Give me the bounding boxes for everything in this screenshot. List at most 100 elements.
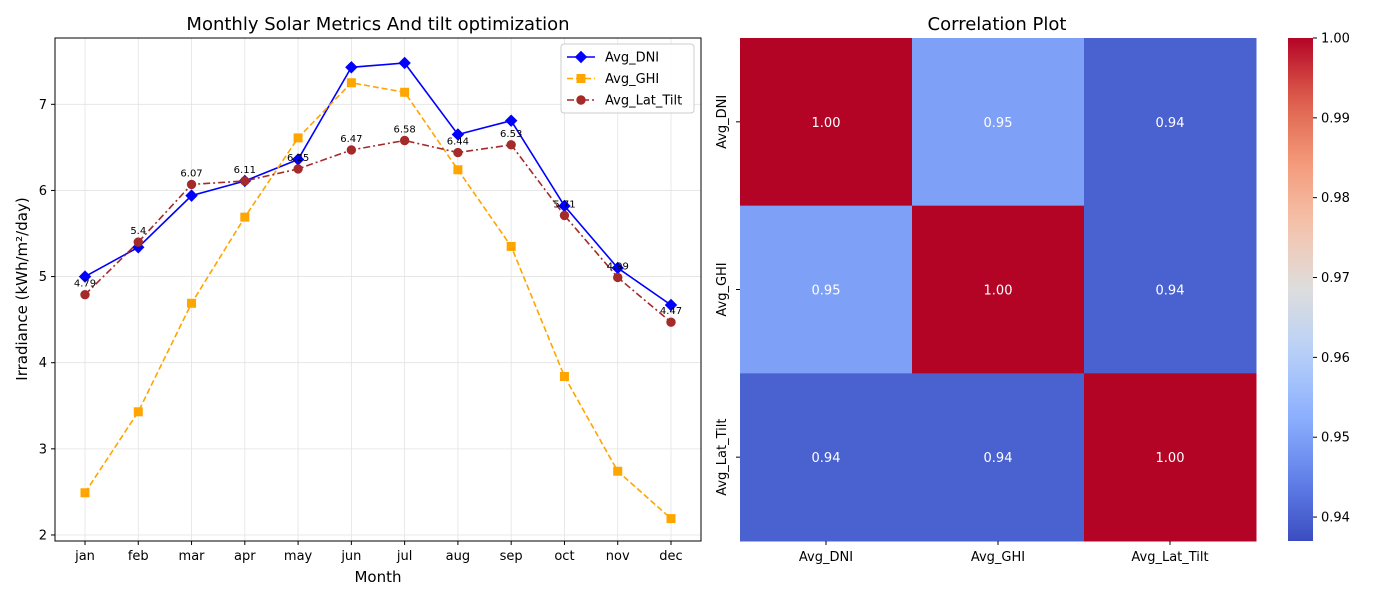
data-point bbox=[78, 270, 92, 283]
line-chart-point-labels: 4.79 5.4 6.07 6.11 6.25 6.47 6.58 6.44 6.53 5.71 4… bbox=[74, 124, 682, 317]
heatmap-cell bbox=[912, 373, 1085, 542]
plot-frame bbox=[54, 37, 702, 542]
data-point bbox=[453, 165, 463, 175]
data-point bbox=[506, 140, 516, 150]
colorbar-tick-label: 0.99 bbox=[1321, 111, 1350, 126]
data-point bbox=[451, 128, 465, 141]
legend-box bbox=[560, 43, 695, 114]
point-label: 4.47 bbox=[660, 306, 682, 317]
heatmap-cell bbox=[912, 38, 1085, 207]
colorbar-tick-label: 0.94 bbox=[1321, 511, 1350, 526]
heatmap-cell-label: 0.95 bbox=[984, 116, 1013, 131]
point-label: 6.44 bbox=[447, 137, 469, 148]
x-axis-label: Month bbox=[354, 568, 401, 586]
series-line bbox=[84, 139, 672, 323]
colorbar-tick-label: 0.96 bbox=[1321, 351, 1350, 366]
series-avg-lat-tilt bbox=[80, 135, 676, 327]
x-tick-label: jun bbox=[340, 549, 361, 564]
x-tick-label: Avg_GHI bbox=[971, 550, 1025, 565]
data-point bbox=[613, 466, 623, 476]
data-point bbox=[187, 298, 197, 308]
legend-label: Avg_GHI bbox=[605, 72, 659, 87]
data-point bbox=[664, 298, 678, 312]
point-label: 6.53 bbox=[500, 129, 522, 140]
heatmap-chart: Correlation Plot 1.00 0.95 0.940.95 1.00 0.9… bbox=[715, 14, 1350, 565]
colorbar-tick-label: 0.95 bbox=[1321, 431, 1350, 446]
x-tick-label: Avg_DNI bbox=[799, 550, 853, 565]
data-point bbox=[666, 514, 676, 524]
data-point bbox=[346, 145, 357, 155]
y-tick-label: Avg_GHI bbox=[715, 262, 730, 316]
heatmap-cell-label: 0.94 bbox=[984, 451, 1013, 466]
line-chart-series bbox=[78, 56, 678, 524]
y-tick-label: 3 bbox=[39, 442, 47, 457]
heatmap-cell bbox=[740, 373, 913, 542]
heatmap-cell bbox=[1084, 38, 1257, 207]
data-point bbox=[346, 78, 356, 88]
x-tick-label: may bbox=[284, 549, 313, 564]
line-chart-legend: Avg_DNI Avg_GHI Avg_Lat_Tilt bbox=[560, 43, 695, 114]
x-tick-label: jul bbox=[396, 549, 412, 564]
x-tick-label: dec bbox=[659, 549, 682, 564]
colorbar: 0.94 0.95 0.96 0.97 0.98 0.99 1.00 bbox=[1288, 32, 1350, 541]
data-point bbox=[559, 210, 570, 221]
legend-marker bbox=[574, 50, 588, 64]
heatmap-title: Correlation Plot bbox=[928, 14, 1067, 35]
y-tick-label: 7 bbox=[39, 98, 47, 113]
colorbar-tick-label: 1.00 bbox=[1321, 32, 1350, 47]
data-point bbox=[80, 488, 90, 498]
heatmap-cells: 1.00 0.95 0.94 0.95 1.00 0.94 0.94 0.94 1.00 bbox=[740, 38, 1257, 542]
heatmap-axes: Avg_DNI Avg_GHI Avg_Lat_Tilt Avg_DNI Avg_GHI… bbox=[715, 95, 1209, 565]
point-label: 5.71 bbox=[553, 199, 575, 210]
x-tick-label: apr bbox=[234, 549, 256, 564]
x-tick-label: feb bbox=[128, 549, 149, 564]
y-tick-label: 6 bbox=[39, 184, 47, 199]
line-chart-grid bbox=[55, 38, 701, 541]
data-point bbox=[133, 407, 143, 417]
colorbar-tick-label: 0.98 bbox=[1321, 191, 1350, 206]
legend-marker bbox=[576, 95, 586, 105]
heatmap-cell-label: 0.95 bbox=[812, 284, 841, 299]
data-point bbox=[453, 147, 463, 158]
point-label: 4.79 bbox=[74, 279, 96, 290]
x-tick-label: oct bbox=[554, 549, 574, 564]
series-line bbox=[84, 81, 672, 520]
data-point bbox=[398, 56, 411, 70]
x-tick-label: mar bbox=[179, 549, 206, 564]
data-point bbox=[185, 189, 198, 202]
colorbar-tick-label: 0.97 bbox=[1321, 271, 1350, 286]
heatmap-cell-label: 1.00 bbox=[1156, 451, 1185, 466]
heatmap-cell-label: 1.00 bbox=[984, 284, 1013, 299]
point-label: 5.4 bbox=[130, 226, 146, 237]
heatmap-cell-label: 0.94 bbox=[812, 451, 841, 466]
heatmap-cell-label: 1.00 bbox=[812, 116, 841, 131]
x-tick-label: sep bbox=[500, 549, 523, 564]
data-point bbox=[293, 164, 303, 174]
colorbar-scale bbox=[1288, 38, 1313, 541]
line-chart-axes: jan feb mar apr may jun jul aug sep oct nov dec 2 3 4 5… bbox=[39, 37, 702, 564]
data-point bbox=[133, 237, 143, 247]
data-point bbox=[186, 179, 197, 190]
line-chart: Monthly Solar Metrics And tilt optimizat… bbox=[13, 14, 702, 586]
legend-label: Avg_DNI bbox=[605, 51, 659, 66]
y-axis-label: Irradiance (kWh/m²/day) bbox=[13, 197, 31, 380]
x-tick-label: Avg_Lat_Tilt bbox=[1131, 550, 1208, 565]
point-label: 6.58 bbox=[394, 124, 416, 135]
point-label: 6.11 bbox=[234, 165, 256, 176]
heatmap-cell-label: 0.94 bbox=[1156, 116, 1185, 131]
heatmap-cell-label: 0.94 bbox=[1156, 284, 1185, 299]
data-point bbox=[293, 133, 303, 143]
x-tick-label: jan bbox=[74, 549, 95, 564]
data-point bbox=[240, 176, 250, 186]
data-point bbox=[240, 212, 250, 222]
data-point bbox=[666, 317, 676, 327]
y-tick-label: 2 bbox=[39, 528, 47, 543]
y-tick-label: Avg_DNI bbox=[715, 95, 730, 149]
point-label: 6.47 bbox=[340, 134, 362, 145]
series-avg-ghi bbox=[80, 78, 676, 524]
y-tick-label: Avg_Lat_Tilt bbox=[715, 419, 730, 496]
line-chart-title: Monthly Solar Metrics And tilt optimizat… bbox=[186, 14, 569, 35]
x-tick-label: nov bbox=[606, 549, 630, 564]
y-tick-label: 4 bbox=[39, 356, 47, 371]
